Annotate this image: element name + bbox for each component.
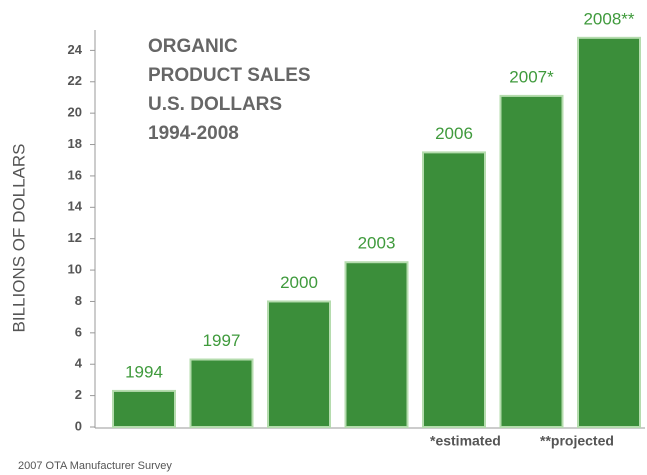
bar <box>189 358 254 428</box>
y-tick-label: 24 <box>68 42 83 57</box>
y-tick-label: 14 <box>68 199 83 214</box>
bar <box>499 94 564 429</box>
title-line: 1994-2008 <box>148 123 239 144</box>
y-tick-label: 4 <box>75 356 83 371</box>
bar-category-label: 2000 <box>280 273 318 292</box>
y-tick-label: 18 <box>68 136 82 151</box>
bar-category-label: 2008** <box>583 9 634 28</box>
bar-category-label: 2007* <box>509 67 554 86</box>
annotation: *estimated <box>430 433 501 449</box>
annotation: **projected <box>540 433 614 449</box>
y-axis-label: BILLIONS OF DOLLARS <box>9 144 28 333</box>
y-tick-label: 10 <box>68 262 82 277</box>
bar <box>267 300 331 429</box>
source-note: 2007 OTA Manufacturer Survey <box>18 460 172 472</box>
bar <box>344 261 409 428</box>
bar <box>112 389 176 428</box>
bar <box>577 36 641 428</box>
title-line: ORGANIC <box>148 36 238 57</box>
bar-category-label: 1997 <box>203 331 241 350</box>
y-tick-label: 6 <box>75 324 82 339</box>
bar-category-label: 1994 <box>125 362 163 381</box>
chart-title: ORGANIC PRODUCT SALES U.S. DOLLARS 1994-… <box>148 36 311 144</box>
y-tick-label: 8 <box>75 293 82 308</box>
title-line: PRODUCT SALES <box>148 65 311 86</box>
y-tick-label: 2 <box>75 387 82 402</box>
title-line: U.S. DOLLARS <box>148 94 282 115</box>
y-tick-label: 22 <box>68 73 82 88</box>
y-tick-label: 16 <box>68 167 82 182</box>
bar <box>422 151 486 428</box>
y-tick-label: 12 <box>68 230 82 245</box>
bar-category-label: 2006 <box>435 124 473 143</box>
bar-category-label: 2003 <box>358 234 396 253</box>
y-tick-label: 0 <box>75 418 82 433</box>
y-tick-label: 20 <box>68 105 82 120</box>
